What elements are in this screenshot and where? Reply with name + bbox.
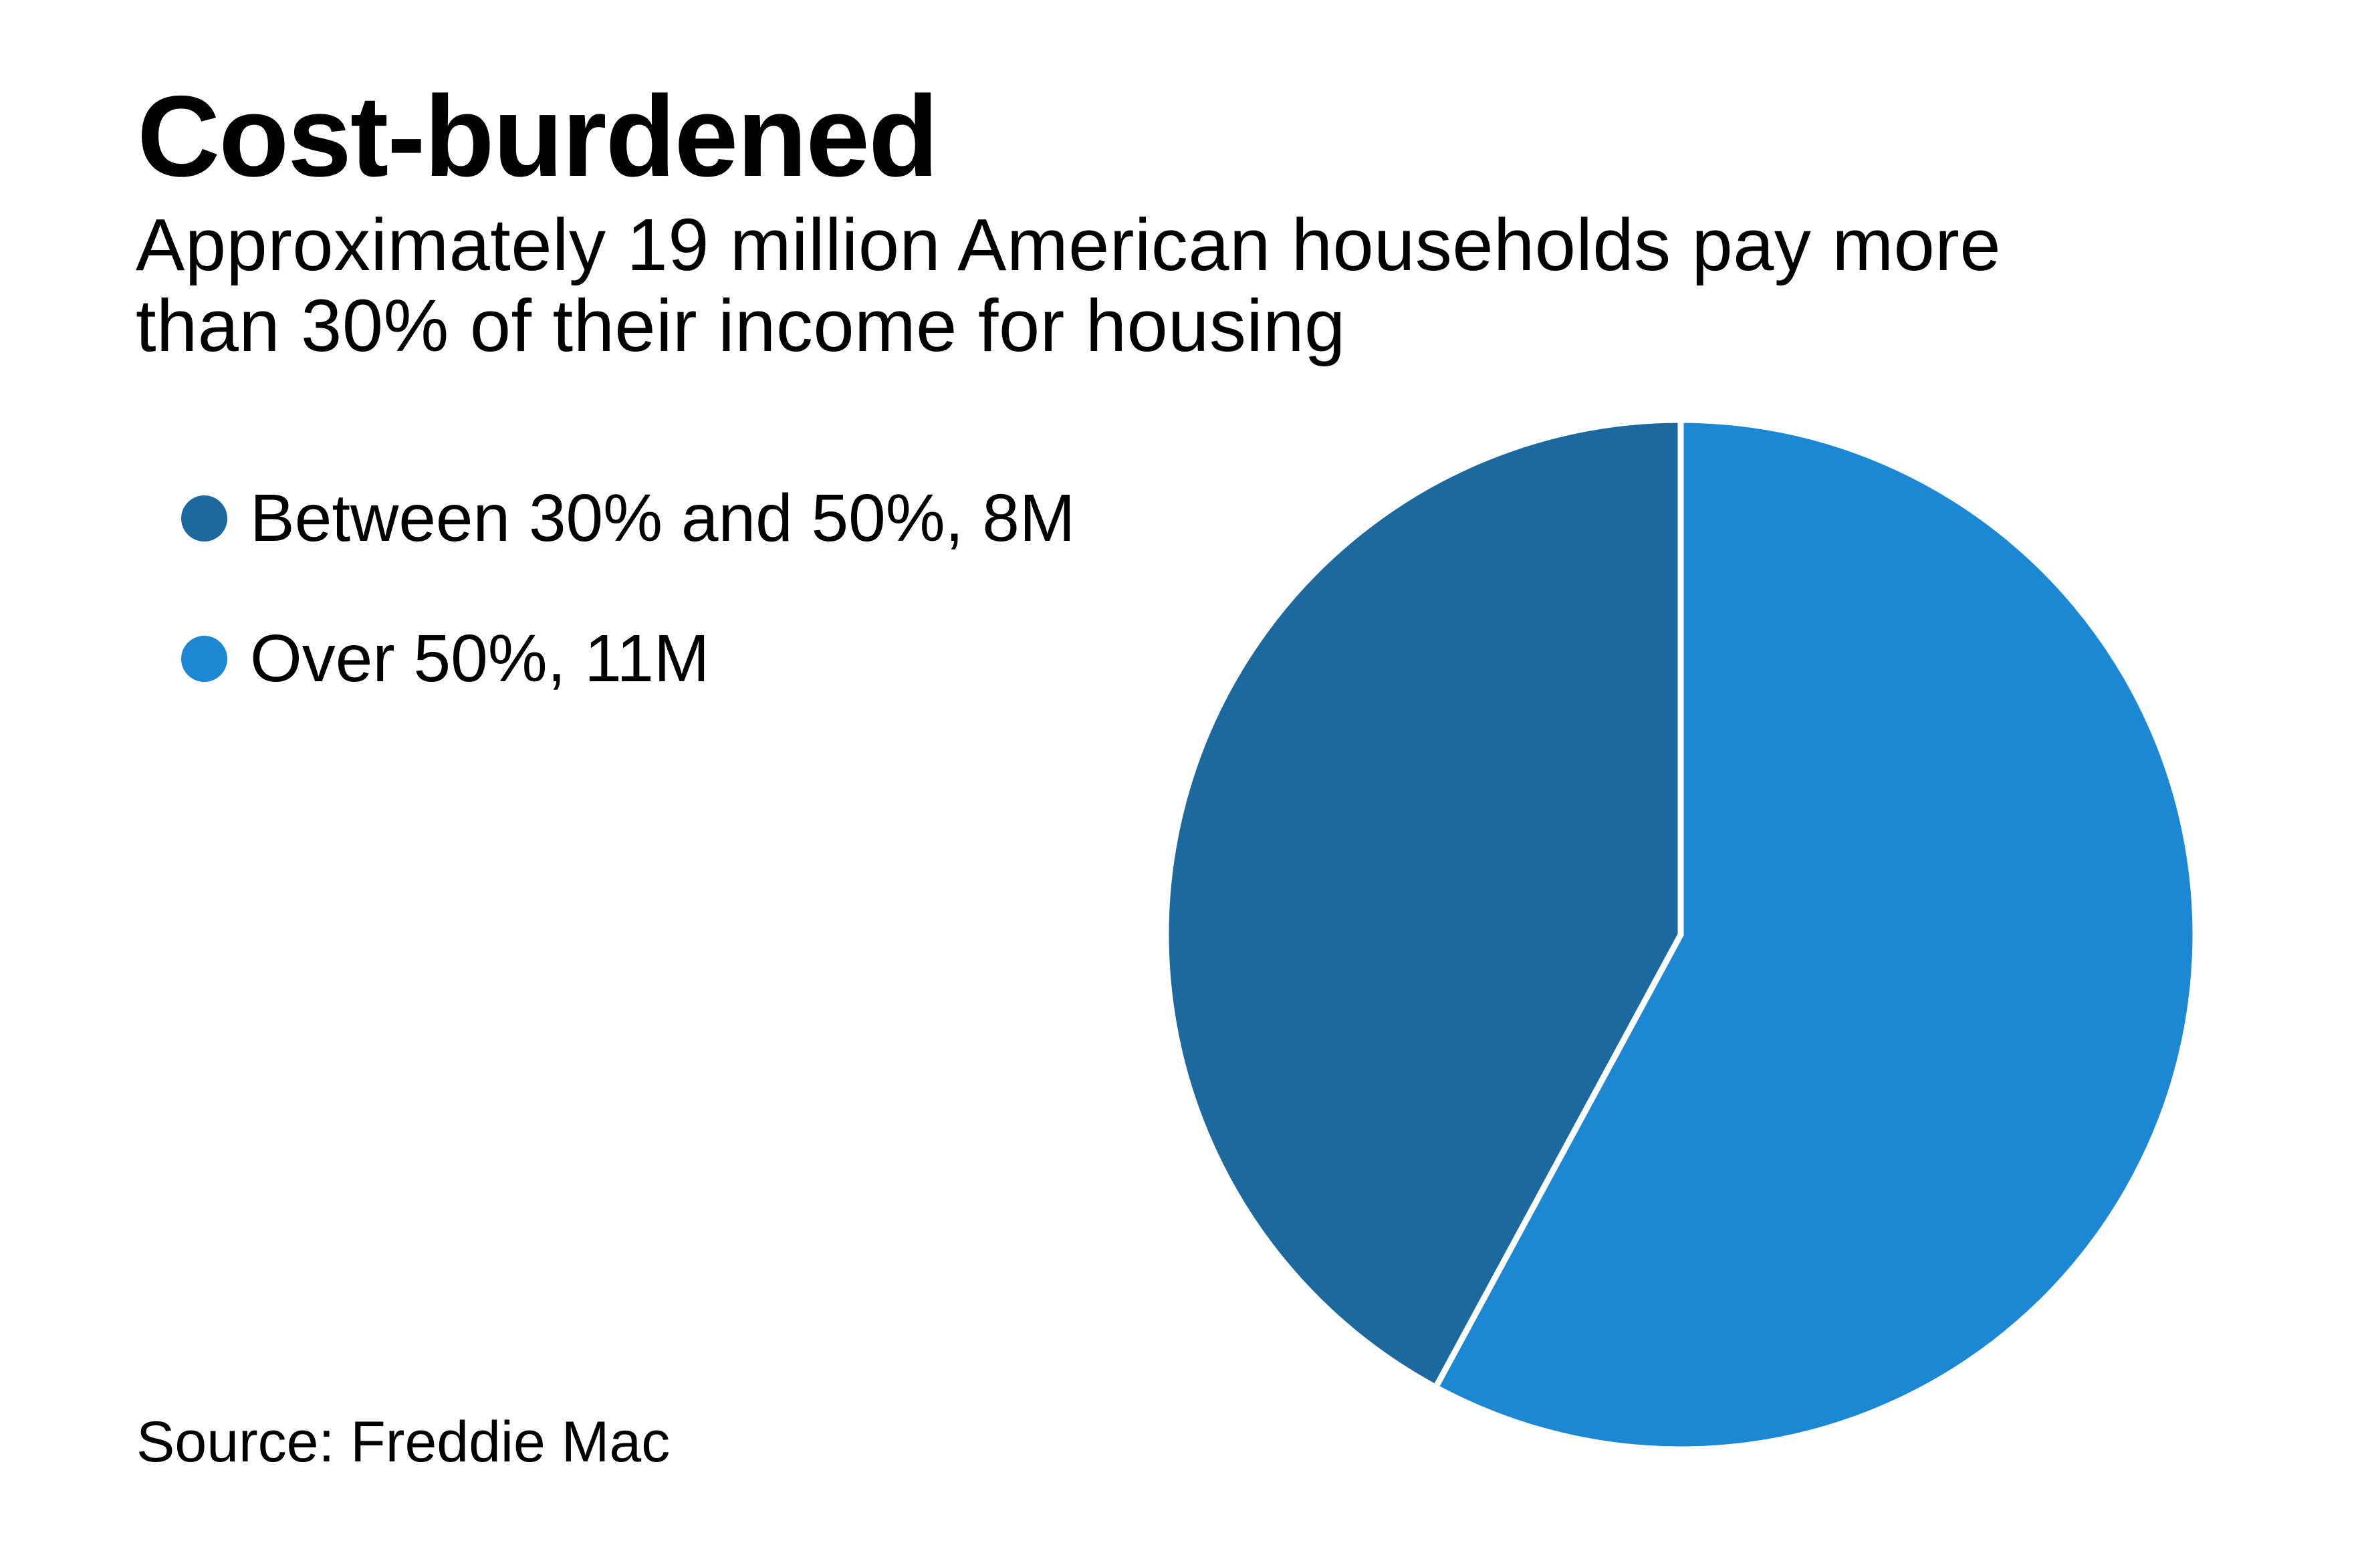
legend: Between 30% and 50%, 8M Over 50%, 11M	[181, 483, 1075, 763]
legend-dot-icon	[181, 495, 227, 542]
source-note: Source: Freddie Mac	[136, 1410, 671, 1474]
subtitle-line-1: Approximately 19 million American househ…	[136, 204, 2002, 286]
chart-subtitle: Approximately 19 million American househ…	[136, 205, 2001, 366]
subtitle-line-2: than 30% of their income for housing	[136, 285, 1346, 367]
pie-slice-over-50	[1431, 416, 2199, 1453]
legend-label: Over 50%, 11M	[250, 621, 710, 696]
pie-slice-30-50	[1163, 416, 1684, 1392]
legend-item-over-50: Over 50%, 11M	[181, 623, 1075, 694]
legend-label: Between 30% and 50%, 8M	[250, 481, 1076, 556]
chart-title: Cost-burdened	[137, 72, 939, 201]
legend-item-30-50: Between 30% and 50%, 8M	[181, 483, 1075, 554]
pie-slices	[1163, 416, 2199, 1453]
legend-dot-icon	[181, 635, 227, 682]
